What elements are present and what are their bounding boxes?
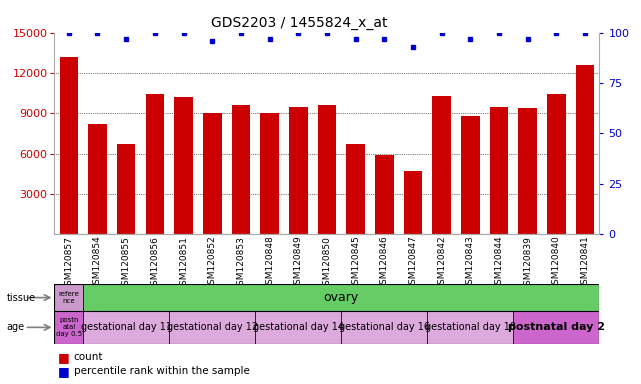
Text: ovary: ovary [324, 291, 359, 304]
Text: postn
atal
day 0.5: postn atal day 0.5 [56, 317, 82, 338]
Bar [519, 108, 537, 234]
Text: ■: ■ [58, 351, 69, 364]
Bar [169, 311, 255, 344]
Bar [203, 113, 222, 234]
Bar [88, 124, 107, 234]
Bar [54, 284, 83, 311]
Text: percentile rank within the sample: percentile rank within the sample [74, 366, 249, 376]
Bar [513, 311, 599, 344]
Text: gestational day 12: gestational day 12 [167, 322, 258, 333]
Bar [260, 113, 279, 234]
Text: age: age [6, 322, 24, 333]
Bar [432, 96, 451, 234]
Text: postnatal day 2: postnatal day 2 [508, 322, 605, 333]
Bar [174, 97, 193, 234]
Text: gestational day 11: gestational day 11 [81, 322, 172, 333]
Bar [404, 171, 422, 234]
Text: gestational day 16: gestational day 16 [338, 322, 429, 333]
Bar [346, 144, 365, 234]
Text: tissue: tissue [6, 293, 35, 303]
Bar [341, 311, 428, 344]
Bar [490, 107, 508, 234]
Bar [117, 144, 135, 234]
Bar [461, 116, 479, 234]
Text: ■: ■ [58, 365, 69, 378]
Text: gestational day 14: gestational day 14 [253, 322, 344, 333]
Bar [547, 94, 565, 234]
Bar [289, 107, 308, 234]
Bar [375, 155, 394, 234]
Bar [60, 57, 78, 234]
Bar [428, 311, 513, 344]
Bar [317, 105, 337, 234]
Bar [54, 311, 83, 344]
Bar [255, 311, 341, 344]
Title: GDS2203 / 1455824_x_at: GDS2203 / 1455824_x_at [212, 16, 388, 30]
Bar [231, 105, 250, 234]
Text: gestational day 18: gestational day 18 [425, 322, 516, 333]
Text: refere
nce: refere nce [58, 291, 79, 304]
Bar [576, 65, 594, 234]
Bar [83, 311, 169, 344]
Text: count: count [74, 352, 103, 362]
Bar [146, 94, 164, 234]
